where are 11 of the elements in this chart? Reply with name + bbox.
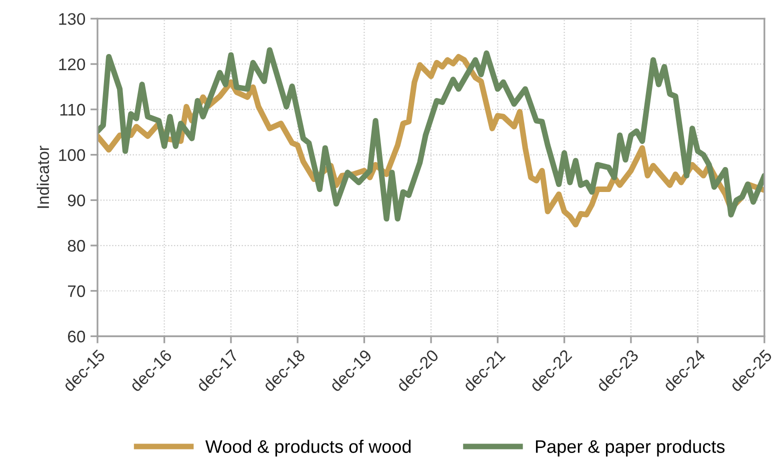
y-tick-label: 60 [68,330,86,342]
y-tick-label: 80 [68,240,86,252]
y-tick-label: 120 [59,58,86,70]
y-tick-label: 130 [59,13,86,25]
legend-label: Paper & paper products [536,440,725,457]
y-tick-label: 70 [68,285,86,298]
y-axis-title: Indicator [36,146,50,208]
y-tick-label: 110 [60,104,86,116]
y-tick-label: 90 [68,194,86,206]
legend-label: Wood & products of wood [205,440,411,457]
y-tick-label: 100 [59,149,86,161]
